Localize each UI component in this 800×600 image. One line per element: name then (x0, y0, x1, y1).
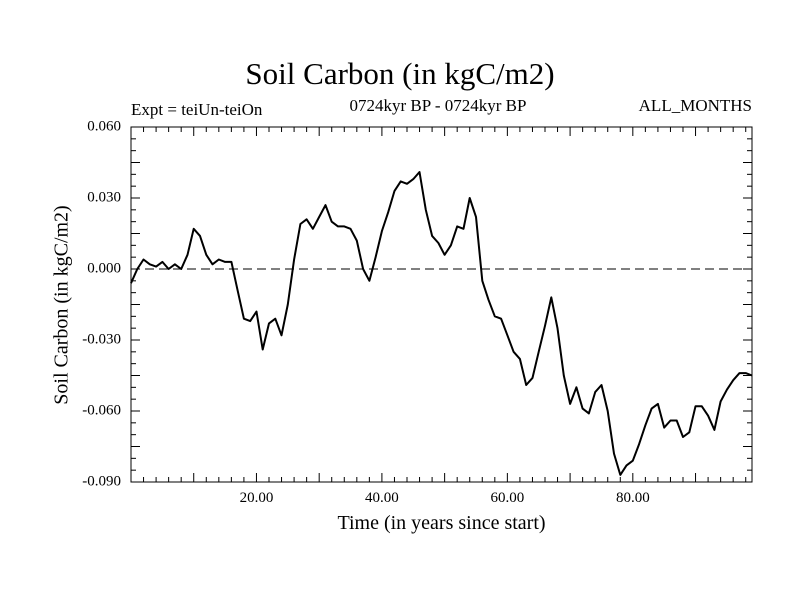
chart-title: Soil Carbon (in kgC/m2) (245, 56, 555, 91)
y-tick-label: 0.030 (87, 189, 121, 206)
y-tick-label: -0.090 (82, 473, 121, 490)
x-tick-label: 60.00 (490, 490, 525, 506)
x-tick-label: 40.00 (365, 490, 399, 506)
y-tick-label: -0.030 (82, 331, 121, 348)
y-tick-label: 0.060 (87, 118, 121, 135)
y-tick-label: -0.060 (82, 402, 121, 419)
x-tick-label: 20.00 (239, 490, 274, 506)
y-axis-label: Soil Carbon (in kgC/m2) (50, 205, 73, 405)
time-range-label: 0724kyr BP - 0724kyr BP (349, 96, 527, 115)
plot-frame (130, 126, 753, 483)
series-line-soil-carbon (130, 171, 753, 476)
months-label: ALL_MONTHS (638, 96, 752, 115)
x-axis-label: Time (in years since start) (337, 512, 546, 534)
minor-ticks (131, 127, 752, 482)
experiment-label: Expt = teiUn-teiOn (131, 100, 263, 119)
x-tick-label: 80.00 (615, 490, 650, 506)
y-tick-label: 0.000 (87, 260, 121, 277)
